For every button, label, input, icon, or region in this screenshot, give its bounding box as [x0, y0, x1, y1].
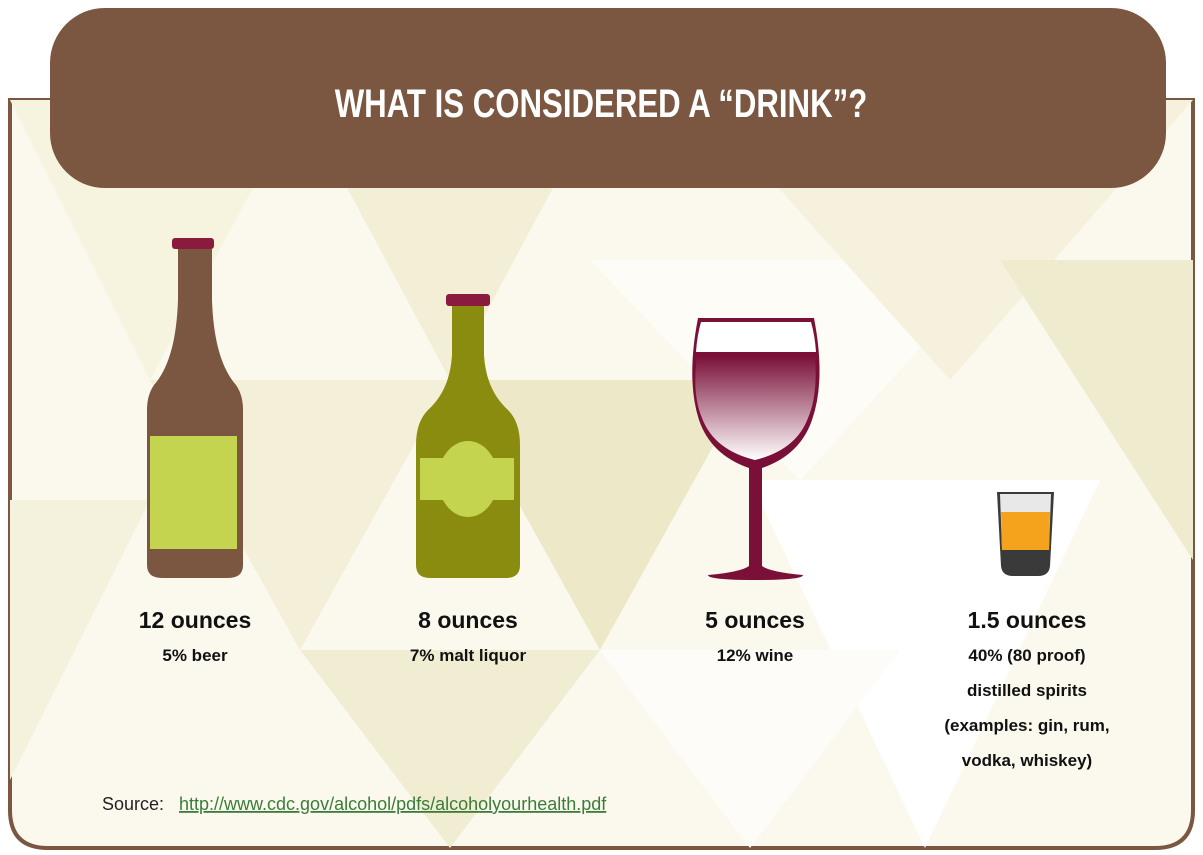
amount: 1.5 ounces [968, 607, 1087, 633]
wine-glass [692, 318, 820, 580]
description: 5% beer [162, 646, 228, 665]
source-link[interactable]: http://www.cdc.gov/alcohol/pdfs/alcoholy… [179, 794, 607, 814]
description: 12% wine [717, 646, 794, 665]
amount: 8 ounces [418, 607, 518, 633]
malt-liquor-bottle [416, 294, 520, 578]
description: 7% malt liquor [410, 646, 527, 665]
description: vodka, whiskey) [962, 751, 1092, 770]
header-band [50, 8, 1166, 188]
shot-glass [997, 492, 1054, 576]
title: WHAT IS CONSIDERED A “DRINK”? [335, 81, 868, 126]
source-label: Source: [102, 794, 164, 814]
description: (examples: gin, rum, [944, 716, 1109, 735]
amount: 5 ounces [705, 607, 805, 633]
description: 40% (80 proof) [968, 646, 1085, 665]
beer-bottle [147, 238, 243, 578]
amount: 12 ounces [139, 607, 252, 633]
description: distilled spirits [967, 681, 1087, 700]
